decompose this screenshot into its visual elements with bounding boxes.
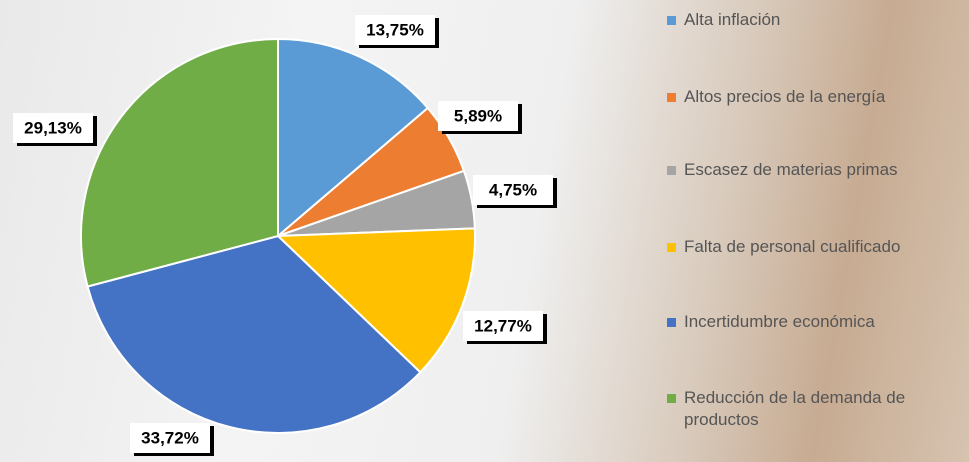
legend-swatch: [667, 243, 676, 252]
legend-item: Falta de personal cualificado: [664, 236, 964, 258]
legend-swatch: [667, 16, 676, 25]
legend-item: Altos precios de la energía: [664, 86, 964, 108]
legend-item: Incertidumbre económica: [664, 311, 964, 333]
legend-label: Alta inflación: [684, 10, 780, 29]
data-label: 12,77%: [474, 316, 532, 335]
legend-item: Alta inflación: [664, 9, 964, 31]
legend-label: Reducción de la demanda de productos: [684, 388, 905, 429]
data-label: 33,72%: [141, 428, 199, 447]
data-label: 29,13%: [24, 118, 82, 137]
data-label: 4,75%: [489, 180, 537, 199]
legend-label: Altos precios de la energía: [684, 87, 885, 106]
data-label: 13,75%: [366, 20, 424, 39]
legend-swatch: [667, 394, 676, 403]
legend-item: Reducción de la demanda de productos: [664, 387, 964, 431]
legend-label: Incertidumbre económica: [684, 312, 875, 331]
legend-label: Falta de personal cualificado: [684, 237, 900, 256]
legend-swatch: [667, 318, 676, 327]
legend-label: Escasez de materias primas: [684, 160, 898, 179]
legend-swatch: [667, 166, 676, 175]
chart: 13,75% 5,89% 4,75% 12,77% 33,72% 29,13% Alta …: [0, 0, 969, 462]
legend-swatch: [667, 93, 676, 102]
legend-item: Escasez de materias primas: [664, 159, 964, 181]
data-label: 5,89%: [454, 106, 502, 125]
